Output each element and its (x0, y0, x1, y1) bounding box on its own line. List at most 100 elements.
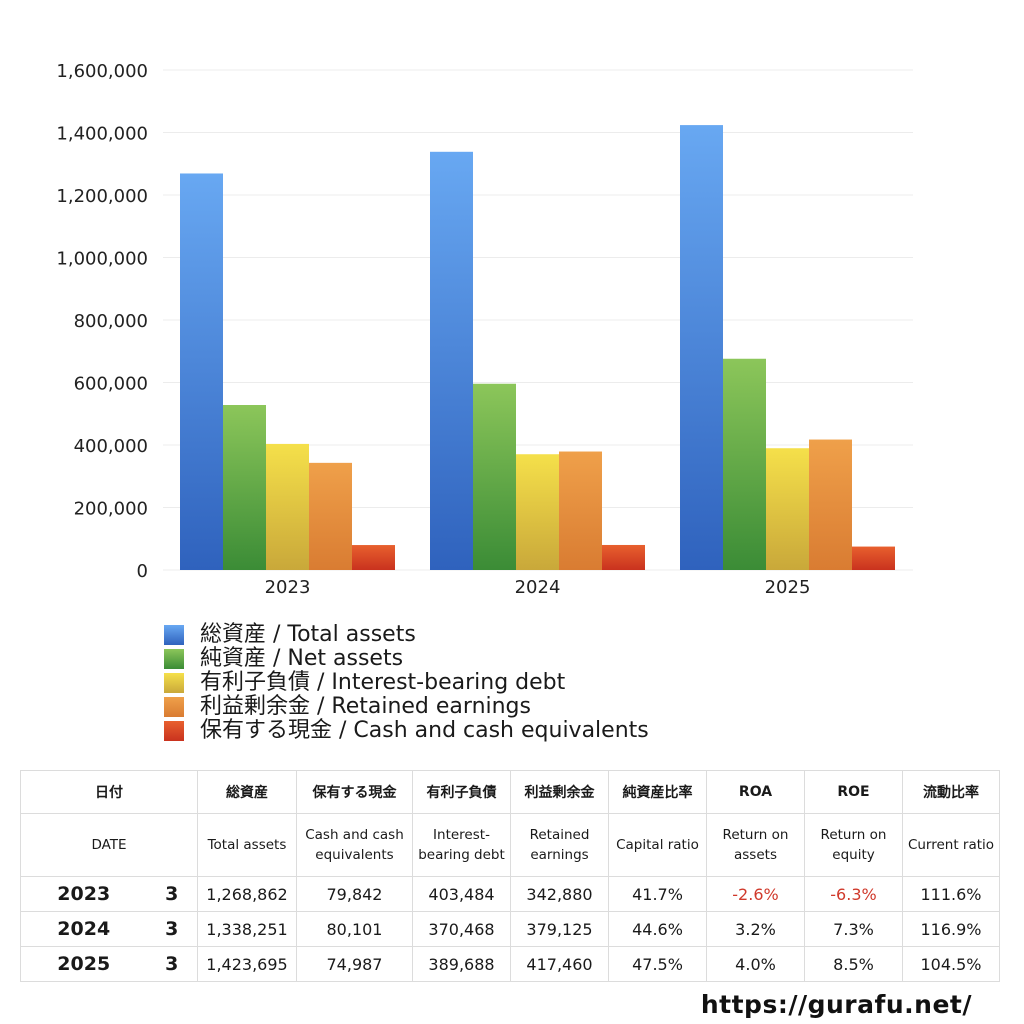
legend: 総資産 / Total assets 純資産 / Net assets 有利子負… (164, 623, 649, 743)
header-capital-ratio-en: Capital ratio (608, 813, 707, 877)
bar-2025-series-1 (723, 358, 766, 570)
y-axis-ticks: 0 200,000 400,000 600,000 800,000 1,000,000 1,… (56, 61, 148, 582)
x-tick-label: 2024 (515, 577, 561, 598)
y-tick-label: 1,400,000 (56, 124, 148, 145)
header-roe-jp: ROE (804, 770, 903, 814)
roa-cell: 3.2% (706, 911, 805, 947)
header-debt-jp: 有利子負債 (412, 770, 511, 814)
legend-swatch-retained-earnings (164, 697, 184, 717)
year-cell: 2023 (20, 876, 147, 912)
retained-cell: 417,460 (510, 946, 609, 982)
header-total-assets-jp: 総資産 (197, 770, 297, 814)
y-tick-label: 1,000,000 (56, 249, 148, 270)
retained-cell: 379,125 (510, 911, 609, 947)
cash-cell: 79,842 (296, 876, 413, 912)
header-date-en: DATE (20, 813, 198, 877)
legend-label: 有利子負債 / Interest-bearing debt (200, 670, 566, 695)
bar-2025-series-0 (680, 125, 723, 571)
legend-swatch-interest-bearing-debt (164, 673, 184, 693)
site-url: https://gurafu.net/ (700, 990, 972, 1019)
bar-2024-series-0 (430, 151, 473, 570)
legend-label: 保有する現金 / Cash and cash equivalents (200, 718, 649, 743)
cash-cell: 80,101 (296, 911, 413, 947)
x-tick-label: 2025 (765, 577, 811, 598)
header-date-jp: 日付 (20, 770, 198, 814)
legend-item-cash: 保有する現金 / Cash and cash equivalents (164, 719, 649, 743)
header-roe-en: Return on equity (804, 813, 903, 877)
total-assets-cell: 1,423,695 (197, 946, 297, 982)
bar-2025-series-4 (852, 546, 895, 570)
cash-cell: 74,987 (296, 946, 413, 982)
header-row-en: DATE Total assets Cash and cash equivale… (20, 813, 1000, 877)
header-row-jp: 日付 総資産 保有する現金 有利子負債 利益剰余金 純資産比率 ROA ROE … (20, 770, 1000, 814)
bar-2023-series-4 (352, 545, 395, 570)
y-tick-label: 600,000 (74, 374, 148, 395)
total-assets-cell: 1,268,862 (197, 876, 297, 912)
debt-cell: 370,468 (412, 911, 511, 947)
current-ratio-cell: 104.5% (902, 946, 1000, 982)
capital-ratio-cell: 44.6% (608, 911, 707, 947)
bar-2025-series-2 (766, 448, 809, 570)
y-tick-label: 200,000 (74, 499, 148, 520)
bar-2024-series-4 (602, 544, 645, 570)
header-debt-en: Interest-bearing debt (412, 813, 511, 877)
legend-swatch-total-assets (164, 625, 184, 645)
header-roa-en: Return on assets (706, 813, 805, 877)
header-cash-jp: 保有する現金 (296, 770, 413, 814)
month-cell: 3 (146, 911, 198, 947)
legend-item-interest-bearing-debt: 有利子負債 / Interest-bearing debt (164, 671, 649, 695)
bar-2023-series-3 (309, 462, 352, 570)
header-current-ratio-en: Current ratio (902, 813, 1000, 877)
year-cell: 2025 (20, 946, 147, 982)
y-tick-label: 400,000 (74, 436, 148, 457)
header-cash-en: Cash and cash equivalents (296, 813, 413, 877)
legend-swatch-net-assets (164, 649, 184, 669)
legend-label: 純資産 / Net assets (200, 646, 404, 671)
legend-item-total-assets: 総資産 / Total assets (164, 623, 649, 647)
y-tick-label: 0 (137, 561, 148, 582)
header-current-ratio-jp: 流動比率 (902, 770, 1000, 814)
header-retained-jp: 利益剰余金 (510, 770, 609, 814)
y-tick-label: 1,200,000 (56, 186, 148, 207)
roa-cell: 4.0% (706, 946, 805, 982)
bar-chart: 0 200,000 400,000 600,000 800,000 1,000,000 1,… (56, 61, 913, 598)
total-assets-cell: 1,338,251 (197, 911, 297, 947)
header-retained-en: Retained earnings (510, 813, 609, 877)
bar-2023-series-0 (180, 173, 223, 570)
month-cell: 3 (146, 946, 198, 982)
table-row: 2025 3 1,423,695 74,987 389,688 417,460 … (20, 946, 1000, 982)
retained-cell: 342,880 (510, 876, 609, 912)
x-tick-label: 2023 (265, 577, 311, 598)
legend-label: 利益剰余金 / Retained earnings (200, 694, 531, 719)
bar-2025-series-3 (809, 439, 852, 570)
legend-item-net-assets: 純資産 / Net assets (164, 647, 649, 671)
bar-2024-series-3 (559, 451, 602, 570)
y-tick-label: 800,000 (74, 311, 148, 332)
x-axis-ticks: 2023 2024 2025 (265, 577, 811, 598)
table-row: 2024 3 1,338,251 80,101 370,468 379,125 … (20, 911, 1000, 947)
debt-cell: 403,484 (412, 876, 511, 912)
current-ratio-cell: 116.9% (902, 911, 1000, 947)
table-row: 2023 3 1,268,862 79,842 403,484 342,880 … (20, 876, 1000, 912)
bar-2023-series-2 (266, 443, 309, 570)
bar-2024-series-1 (473, 383, 516, 570)
header-roa-jp: ROA (706, 770, 805, 814)
roe-cell: -6.3% (804, 876, 903, 912)
legend-label: 総資産 / Total assets (200, 622, 416, 647)
legend-item-retained-earnings: 利益剰余金 / Retained earnings (164, 695, 649, 719)
financial-data-table: 日付 総資産 保有する現金 有利子負債 利益剰余金 純資産比率 ROA ROE … (20, 770, 1000, 982)
year-cell: 2024 (20, 911, 147, 947)
legend-swatch-cash (164, 721, 184, 741)
y-tick-label: 1,600,000 (56, 61, 148, 82)
roe-cell: 7.3% (804, 911, 903, 947)
roa-cell: -2.6% (706, 876, 805, 912)
financial-table: 日付 総資産 保有する現金 有利子負債 利益剰余金 純資産比率 ROA ROE … (20, 770, 1000, 982)
bar-2024-series-2 (516, 454, 559, 570)
month-cell: 3 (146, 876, 198, 912)
header-total-assets-en: Total assets (197, 813, 297, 877)
bars (180, 125, 895, 571)
bar-2023-series-1 (223, 405, 266, 570)
capital-ratio-cell: 47.5% (608, 946, 707, 982)
current-ratio-cell: 111.6% (902, 876, 1000, 912)
capital-ratio-cell: 41.7% (608, 876, 707, 912)
